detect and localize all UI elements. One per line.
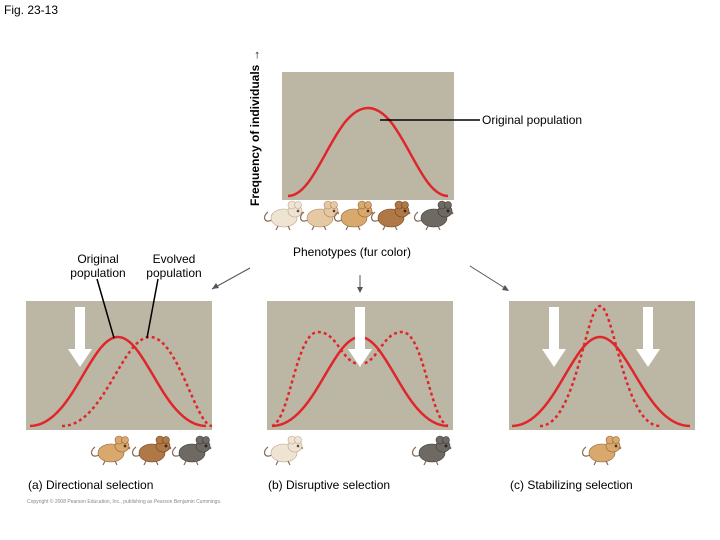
- mouse-icon: [411, 435, 452, 466]
- original-distribution-curve: [287, 106, 449, 198]
- pointer-to-panel-a: [211, 267, 251, 290]
- panel-c-caption: (c) Stabilizing selection: [510, 478, 633, 492]
- panel-a-background: [26, 301, 212, 430]
- mouse-icon: [333, 200, 374, 231]
- panel-c-background: [509, 301, 695, 430]
- mouse-icon: [90, 435, 131, 466]
- mouse-icon: [370, 200, 411, 231]
- pointer-to-panel-c: [469, 265, 509, 291]
- panel-a-evolved-label: Evolved population: [146, 252, 202, 280]
- panel-a-original-label: Original population: [70, 252, 126, 280]
- copyright-notice: Copyright © 2008 Pearson Education, Inc.…: [27, 499, 222, 505]
- mouse-icon: [263, 435, 304, 466]
- mouse-icon: [171, 435, 212, 466]
- mouse-icon: [131, 435, 172, 466]
- phenotypes-label: Phenotypes (fur color): [293, 245, 412, 259]
- panel-c-original-curve: [511, 335, 691, 428]
- mouse-icon: [263, 200, 304, 231]
- original-population-label: Original population: [482, 113, 583, 127]
- panel-a-caption: (a) Directional selection: [28, 478, 154, 492]
- figure-label: Fig. 23-13: [4, 3, 59, 17]
- selection-arrow-icon: [348, 307, 372, 367]
- panel-a-evolved-leader: [146, 278, 159, 339]
- selection-arrow-icon: [542, 307, 566, 367]
- panel-a-evolved-curve: [61, 335, 213, 428]
- selection-arrow-icon: [68, 307, 92, 367]
- original-population-panel: [282, 72, 454, 200]
- panel-c-evolved-curve: [539, 304, 661, 428]
- mouse-icon: [581, 435, 622, 466]
- panel-a-original-leader: [96, 278, 115, 339]
- selection-arrow-icon: [636, 307, 660, 367]
- panel-a-original-curve: [29, 335, 207, 428]
- mouse-icon: [413, 200, 454, 231]
- mouse-icon: [299, 200, 340, 231]
- panel-b-caption: (b) Disruptive selection: [268, 478, 391, 492]
